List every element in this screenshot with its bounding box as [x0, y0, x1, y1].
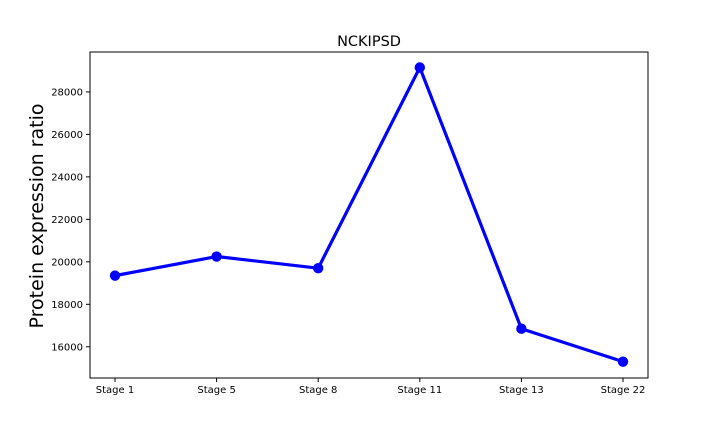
y-tick-label: 18000 [51, 300, 83, 311]
plot-area: 16000 18000 20000 22000 24000 26000 28000 Stage… [51, 51, 649, 396]
chart-title: NCKIPSD [337, 34, 401, 50]
y-tick-label: 20000 [51, 257, 83, 268]
data-point [516, 323, 527, 334]
data-point [313, 263, 324, 274]
x-tick-label: Stage 5 [197, 385, 235, 396]
series-line [113, 65, 625, 364]
axes-frame [89, 51, 649, 379]
y-axis-label: Protein expression ratio [26, 104, 48, 329]
y-tick-label: 16000 [51, 342, 83, 353]
y-tick-label: 22000 [51, 215, 83, 226]
data-point [211, 251, 222, 262]
y-tick-label: 28000 [51, 87, 83, 98]
data-point [414, 62, 425, 73]
x-tick-label: Stage 13 [499, 385, 544, 396]
data-point [617, 356, 629, 367]
x-tick-label: Stage 11 [397, 385, 442, 396]
y-tick-label: 26000 [51, 130, 83, 141]
x-tick-label: Stage 8 [299, 385, 337, 396]
y-tick-label: 24000 [51, 172, 83, 183]
data-point [109, 270, 121, 281]
x-tick-label: Stage 22 [601, 385, 646, 396]
x-tick-label: Stage 1 [96, 385, 134, 396]
